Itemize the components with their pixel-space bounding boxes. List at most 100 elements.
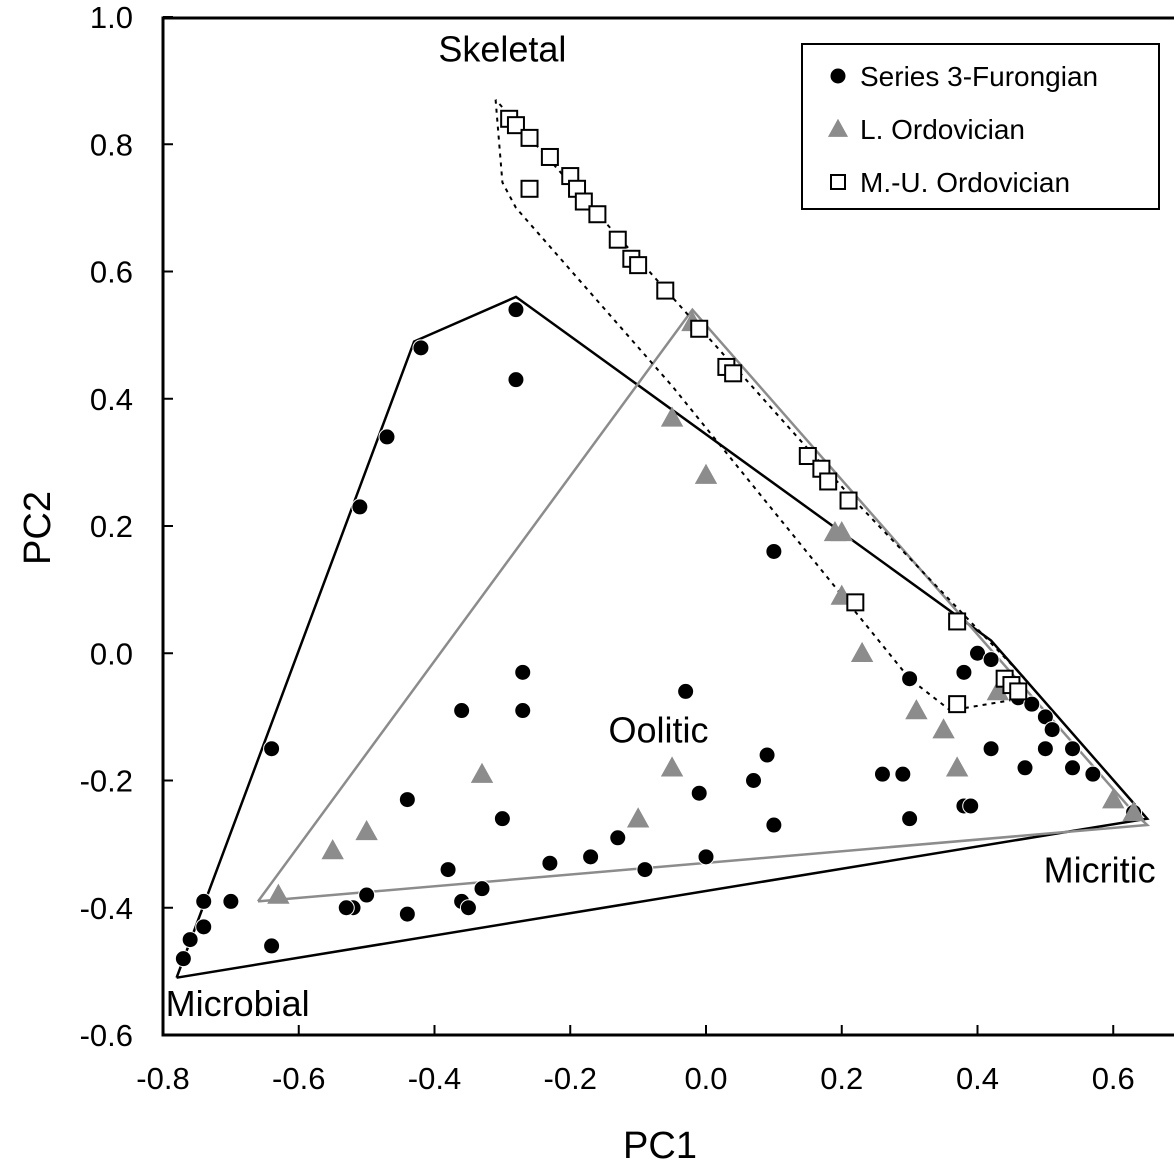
region-label-skeletal: Skeletal bbox=[438, 29, 566, 70]
data-point bbox=[894, 765, 912, 783]
data-point bbox=[948, 612, 967, 631]
data-point bbox=[690, 319, 709, 338]
data-point bbox=[541, 854, 559, 872]
data-point bbox=[850, 641, 874, 663]
y-tick-label: -0.6 bbox=[80, 1018, 133, 1053]
data-point bbox=[932, 718, 955, 739]
data-point bbox=[470, 762, 494, 783]
data-point bbox=[540, 147, 559, 166]
hull-m-u-ordovician bbox=[494, 99, 1026, 712]
x-tick-label: 0.2 bbox=[820, 1061, 863, 1096]
data-point bbox=[839, 491, 858, 510]
data-point bbox=[507, 371, 525, 389]
x-tick-label: -0.4 bbox=[408, 1061, 461, 1096]
data-point bbox=[1084, 765, 1102, 783]
data-point bbox=[830, 520, 853, 542]
data-point bbox=[355, 820, 378, 841]
data-point bbox=[267, 883, 290, 904]
region-label-oolitic: Oolitic bbox=[608, 709, 708, 750]
data-point bbox=[263, 740, 281, 758]
data-point bbox=[1009, 682, 1028, 701]
data-point bbox=[582, 848, 600, 866]
data-point bbox=[724, 364, 743, 383]
series-l-ordovician bbox=[267, 311, 1145, 904]
data-point bbox=[609, 829, 627, 847]
legend-label: Series 3-Furongian bbox=[860, 61, 1098, 92]
data-point bbox=[1122, 800, 1145, 822]
y-tick-label: 0.8 bbox=[90, 127, 133, 162]
data-point bbox=[656, 281, 675, 300]
data-point bbox=[588, 205, 607, 224]
y-tick-label: 0.6 bbox=[90, 255, 133, 290]
data-point bbox=[873, 765, 891, 783]
legend-marker bbox=[827, 118, 849, 137]
data-point bbox=[181, 931, 199, 949]
data-point bbox=[493, 810, 511, 828]
y-tick-label: 1.0 bbox=[90, 0, 133, 35]
data-point bbox=[412, 339, 430, 357]
data-point bbox=[745, 772, 763, 789]
data-point bbox=[901, 670, 919, 688]
y-tick-label: -0.2 bbox=[80, 764, 133, 799]
data-point bbox=[1036, 740, 1054, 758]
axis-ticks: -0.8 -0.6 -0.4 -0.2 0.0 0.2 0.4 0.61.00.80.60.4… bbox=[80, 0, 1135, 1096]
data-point bbox=[514, 663, 532, 681]
data-point bbox=[222, 892, 240, 910]
data-point bbox=[608, 230, 627, 249]
data-point bbox=[694, 463, 718, 484]
data-point bbox=[520, 128, 539, 147]
y-tick-label: -0.4 bbox=[80, 891, 133, 926]
data-point bbox=[660, 756, 684, 777]
data-point bbox=[955, 663, 973, 681]
annotations-layer: Skeletal Oolitic Micritic Microbial bbox=[166, 29, 1156, 1024]
y-tick-label: 0.2 bbox=[90, 509, 133, 544]
data-point bbox=[506, 116, 525, 135]
data-point bbox=[351, 498, 369, 516]
y-tick-label: 0.4 bbox=[90, 382, 133, 417]
data-point bbox=[660, 406, 684, 427]
data-point bbox=[982, 740, 1000, 758]
hull-l-ordovician bbox=[256, 307, 1151, 903]
data-point bbox=[459, 899, 477, 917]
legend: Series 3-Furongian L. Ordovician M.-U. Ord… bbox=[801, 43, 1160, 210]
data-point bbox=[358, 886, 376, 904]
data-point bbox=[1023, 695, 1041, 713]
data-point bbox=[398, 791, 416, 809]
data-point bbox=[846, 593, 865, 612]
data-point bbox=[195, 892, 213, 910]
data-point bbox=[677, 682, 695, 700]
data-point bbox=[507, 301, 525, 319]
data-point bbox=[1064, 759, 1082, 777]
data-point bbox=[636, 861, 654, 879]
hull-layer bbox=[175, 99, 1151, 979]
data-point bbox=[962, 797, 980, 815]
data-point bbox=[195, 918, 213, 936]
x-tick-label: -0.8 bbox=[136, 1061, 189, 1096]
hull-series-3-furongian bbox=[175, 295, 1150, 979]
legend-label: M.-U. Ordovician bbox=[860, 167, 1070, 198]
data-point bbox=[697, 848, 715, 866]
data-point bbox=[439, 861, 457, 879]
data-point bbox=[174, 950, 192, 968]
series-m-u-ordovician bbox=[500, 109, 1028, 714]
data-point bbox=[945, 756, 969, 777]
y-tick-label: 0.0 bbox=[90, 636, 133, 671]
x-tick-label: -0.2 bbox=[544, 1061, 597, 1096]
data-point bbox=[263, 937, 281, 955]
data-point bbox=[901, 810, 919, 828]
legend-box bbox=[801, 43, 1160, 210]
data-point bbox=[398, 905, 416, 923]
region-label-micritic: Micritic bbox=[1044, 849, 1156, 890]
data-point bbox=[982, 651, 1000, 669]
data-point bbox=[905, 699, 928, 720]
data-point bbox=[453, 702, 471, 720]
legend-marker bbox=[830, 174, 846, 190]
data-point bbox=[1102, 788, 1125, 809]
region-label-microbial: Microbial bbox=[166, 983, 310, 1024]
data-point bbox=[514, 702, 532, 720]
data-point bbox=[520, 179, 539, 198]
data-point bbox=[690, 784, 708, 802]
x-tick-label: 0.6 bbox=[1092, 1061, 1135, 1096]
data-point bbox=[574, 192, 593, 211]
data-point bbox=[1043, 721, 1061, 739]
